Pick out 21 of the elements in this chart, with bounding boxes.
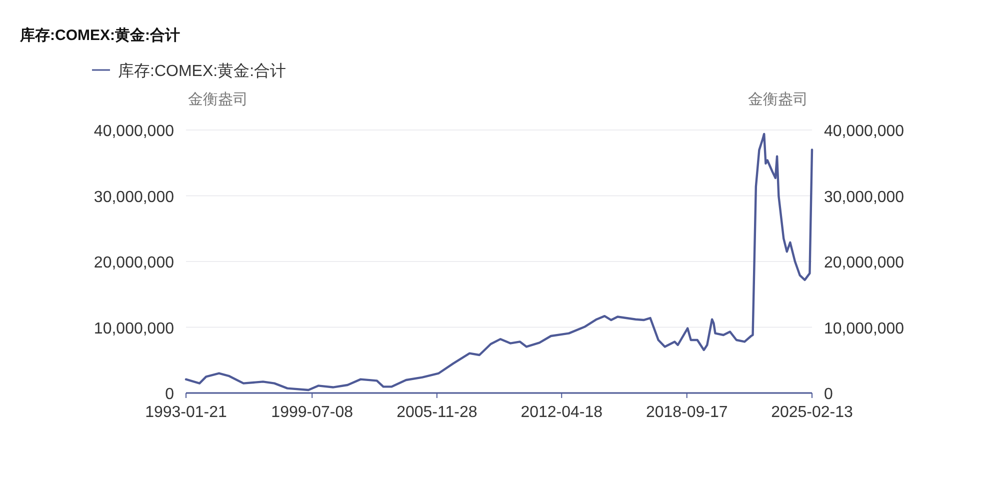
y-tick-label: 30,000,000 <box>94 188 174 206</box>
y-tick-label: 0 <box>165 386 174 403</box>
x-tick-label: 2018-09-17 <box>646 404 728 421</box>
y-tick-label: 40,000,000 <box>94 123 174 140</box>
y-axis-title: 金衡盎司 <box>188 91 248 108</box>
y2-tick-label: 0 <box>824 386 833 403</box>
x-tick-label: 1993-01-21 <box>145 404 228 421</box>
y2-tick-label: 10,000,000 <box>824 320 904 338</box>
chart-title: 库存:COMEX:黄金:合计 <box>19 26 180 44</box>
y2-tick-label: 30,000,000 <box>824 188 904 206</box>
legend-label: 库存:COMEX:黄金:合计 <box>118 62 286 80</box>
line-series <box>184 132 814 392</box>
x-tick-label: 2025-02-13 <box>771 404 854 421</box>
x-tick-label: 2005-11-28 <box>396 404 478 421</box>
y-tick-label: 10,000,000 <box>94 320 174 338</box>
y2-tick-label: 20,000,000 <box>824 254 904 272</box>
x-tick-label: 1999-07-08 <box>271 404 354 421</box>
x-tick-label: 2012-04-18 <box>520 404 603 421</box>
y-tick-label: 20,000,000 <box>94 254 174 272</box>
y2-axis-title: 金衡盎司 <box>748 91 808 108</box>
y2-tick-label: 40,000,000 <box>824 123 904 140</box>
